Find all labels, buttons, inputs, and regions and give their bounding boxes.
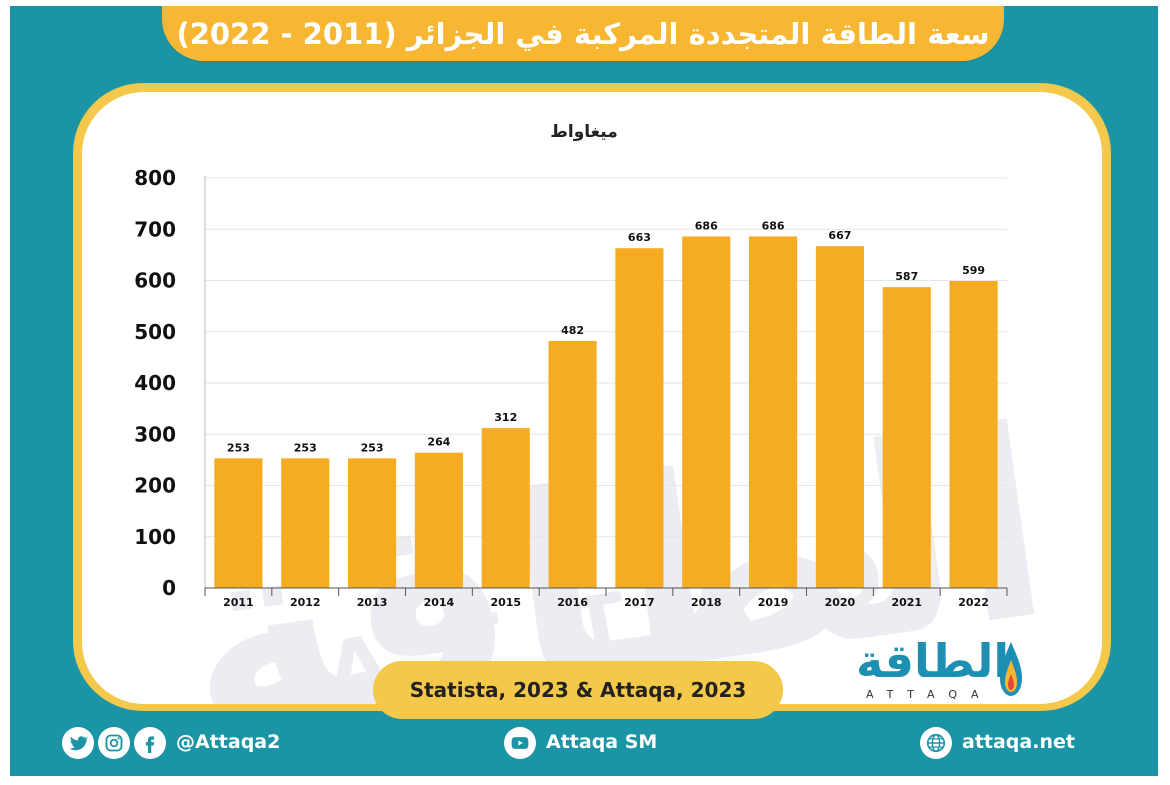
website-link[interactable]: attaqa.net bbox=[962, 731, 1075, 753]
x-axis bbox=[204, 587, 1008, 596]
y-tick-label: 700 bbox=[134, 217, 176, 241]
bar-value-label: 253 bbox=[361, 441, 384, 454]
logo-flame-icon bbox=[1000, 642, 1022, 696]
youtube-icon[interactable] bbox=[504, 727, 536, 759]
y-tick-label: 200 bbox=[134, 474, 176, 498]
bar-2012 bbox=[281, 458, 330, 588]
bar-2016 bbox=[548, 340, 597, 588]
x-tick-label: 2014 bbox=[424, 596, 455, 609]
bar-2021 bbox=[882, 287, 931, 588]
x-tick-label: 2012 bbox=[290, 596, 321, 609]
social-handle[interactable]: @Attaqa2 bbox=[176, 731, 281, 753]
y-tick-label: 300 bbox=[134, 422, 176, 446]
bar-value-label: 686 bbox=[762, 219, 785, 232]
bar-value-label: 253 bbox=[294, 441, 317, 454]
bar-2017 bbox=[615, 248, 664, 588]
logo-latin-text: ATTAQA bbox=[866, 688, 993, 701]
instagram-icon[interactable] bbox=[98, 727, 130, 759]
bar-value-label: 264 bbox=[427, 436, 450, 449]
x-tick-label: 2017 bbox=[624, 596, 655, 609]
bar-2013 bbox=[348, 458, 397, 588]
y-tick-label: 500 bbox=[134, 320, 176, 344]
attaqa-logo: الطاقة ATTAQA bbox=[846, 632, 1046, 712]
y-axis-ticks: 0 100 200 300 400 500 600 700 800 bbox=[134, 166, 176, 600]
bar-2011 bbox=[214, 458, 263, 588]
bar-value-label: 667 bbox=[828, 229, 851, 242]
y-axis-label: ميغاواط bbox=[550, 122, 618, 142]
x-tick-label: 2020 bbox=[825, 596, 856, 609]
y-tick-label: 0 bbox=[162, 576, 176, 600]
bar-value-label: 599 bbox=[962, 264, 985, 277]
x-tick-label: 2015 bbox=[490, 596, 521, 609]
facebook-icon[interactable] bbox=[134, 727, 166, 759]
youtube-handle[interactable]: Attaqa SM bbox=[546, 731, 658, 753]
bar-2022 bbox=[949, 281, 998, 588]
globe-icon[interactable] bbox=[920, 727, 952, 759]
bar-2014 bbox=[414, 452, 463, 588]
bar-2018 bbox=[682, 236, 731, 589]
bar-value-label: 587 bbox=[895, 270, 918, 283]
footer: @Attaqa2 Attaqa SM attaqa.net bbox=[0, 720, 1170, 768]
source-text: Statista, 2023 & Attaqa, 2023 bbox=[409, 678, 747, 702]
bars bbox=[214, 236, 998, 589]
bar-value-label: 253 bbox=[227, 441, 250, 454]
bar-value-label: 663 bbox=[628, 231, 651, 244]
x-tick-label: 2019 bbox=[758, 596, 789, 609]
x-tick-label: 2016 bbox=[557, 596, 588, 609]
chart-title: سعة الطاقة المتجددة المركبة في الجزائر (… bbox=[176, 16, 990, 51]
x-axis-ticks: 2011 2012 2013 2014 2015 2016 2017 2018 2019 2020… bbox=[223, 596, 989, 609]
y-tick-label: 600 bbox=[134, 269, 176, 293]
x-tick-label: 2013 bbox=[357, 596, 388, 609]
gridlines bbox=[204, 176, 1007, 588]
title-banner: سعة الطاقة المتجددة المركبة في الجزائر (… bbox=[162, 6, 1004, 61]
logo-arabic-text: الطاقة bbox=[856, 634, 1010, 688]
y-tick-label: 800 bbox=[134, 166, 176, 190]
bar-labels: 253 253 253 264 312 482 663 686 686 667 587 599 bbox=[227, 219, 985, 454]
x-tick-label: 2022 bbox=[958, 596, 989, 609]
bar-2019 bbox=[749, 236, 798, 589]
bar-value-label: 686 bbox=[695, 219, 718, 232]
bar-2015 bbox=[481, 428, 530, 588]
source-pill: Statista, 2023 & Attaqa, 2023 bbox=[373, 661, 783, 719]
x-tick-label: 2021 bbox=[891, 596, 922, 609]
y-tick-label: 400 bbox=[134, 371, 176, 395]
bar-2020 bbox=[815, 246, 864, 588]
twitter-icon[interactable] bbox=[62, 727, 94, 759]
bar-value-label: 312 bbox=[494, 411, 517, 424]
y-tick-label: 100 bbox=[134, 525, 176, 549]
x-tick-label: 2018 bbox=[691, 596, 722, 609]
bar-value-label: 482 bbox=[561, 324, 584, 337]
x-tick-label: 2011 bbox=[223, 596, 254, 609]
